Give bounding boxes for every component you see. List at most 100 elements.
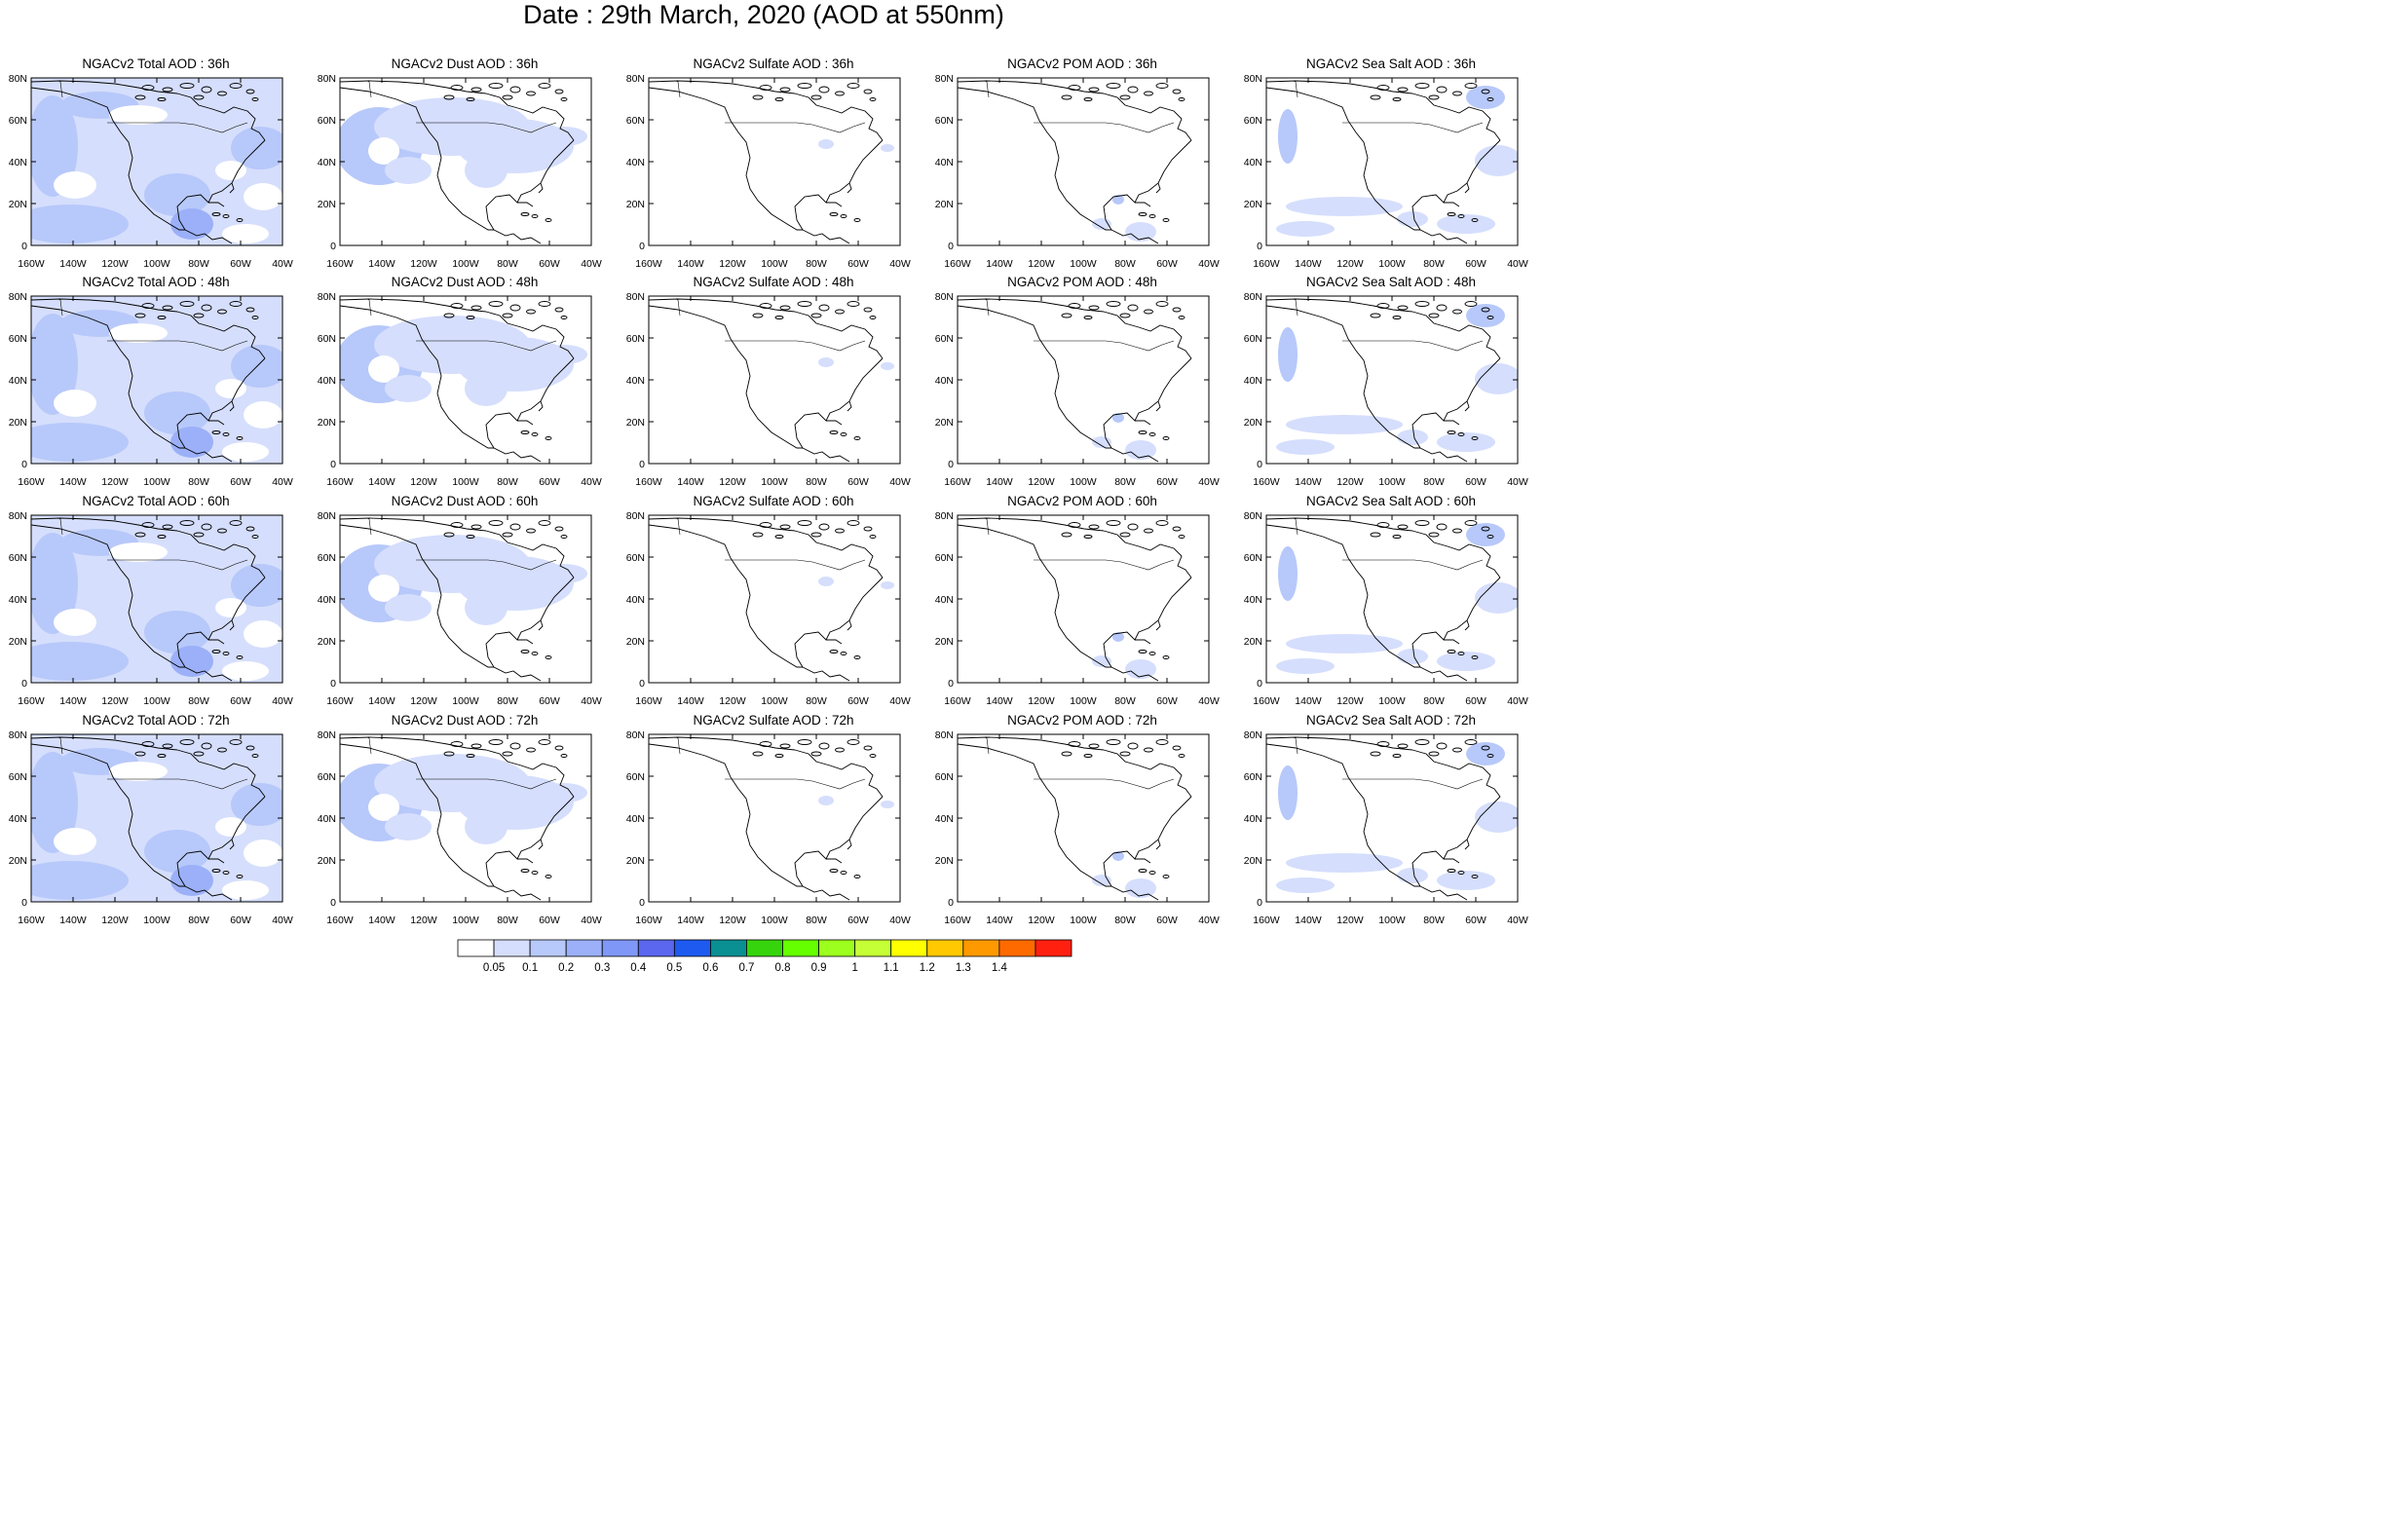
island xyxy=(157,316,167,319)
aod-area xyxy=(385,157,432,184)
island xyxy=(1083,754,1093,758)
lon-tick-label: 140W xyxy=(368,258,395,270)
lat-tick-label: 20N xyxy=(1244,855,1262,867)
political-border xyxy=(416,559,557,571)
aod-area xyxy=(31,423,129,462)
island xyxy=(1106,739,1121,745)
coastline xyxy=(958,305,1111,449)
political-border xyxy=(725,340,866,352)
coastline xyxy=(958,517,1105,532)
island xyxy=(1083,535,1093,539)
lon-tick-label: 100W xyxy=(1378,915,1406,926)
lon-tick-label: 60W xyxy=(847,695,869,707)
island xyxy=(1172,745,1182,751)
island xyxy=(450,85,464,91)
map-background xyxy=(958,734,1209,902)
aod-area xyxy=(1112,413,1124,423)
panel-title: NGACv2 Sea Salt AOD : 60h xyxy=(1305,494,1477,508)
island xyxy=(488,83,504,89)
aod-area xyxy=(881,144,894,152)
aod-area xyxy=(222,224,269,243)
map-area: 160W 140W 120W 100W 80W 60W 40W 0 20N 40N 60N 80N xyxy=(9,729,293,926)
colorbar-label: 0.7 xyxy=(738,962,754,974)
aod-area xyxy=(222,661,269,681)
aod-area xyxy=(1397,649,1428,664)
island xyxy=(193,532,205,538)
lon-tick-label: 100W xyxy=(1070,476,1097,488)
lat-tick-label: 40N xyxy=(9,375,27,387)
lon-tick-label: 60W xyxy=(847,476,869,488)
map-plot: 160W 140W 120W 100W 80W 60W 40W 0 20N 40N 60N 80N xyxy=(318,291,602,488)
aod-area xyxy=(368,355,399,383)
map-area: 160W 140W 120W 100W 80W 60W 40W 0 20N 40N 60N 80N xyxy=(935,291,1220,488)
map-plot: 160W 140W 120W 100W 80W 60W 40W 0 20N 40N 60N 80N xyxy=(1244,510,1528,707)
island xyxy=(1436,86,1448,93)
colorbar-label: 1.4 xyxy=(992,962,1008,974)
political-border xyxy=(416,340,557,352)
coastline xyxy=(1411,357,1501,449)
aod-area xyxy=(1475,582,1518,614)
lat-tick-label: 80N xyxy=(626,73,645,85)
island xyxy=(193,751,205,757)
island xyxy=(236,655,244,659)
lat-tick-label: 60N xyxy=(9,771,27,783)
aod-area xyxy=(881,801,894,808)
lon-tick-label: 100W xyxy=(1378,476,1406,488)
lon-tick-label: 120W xyxy=(410,695,437,707)
lon-tick-label: 80W xyxy=(497,695,518,707)
coastline xyxy=(1110,885,1159,901)
coastline xyxy=(1110,666,1159,682)
aod-shading xyxy=(340,754,587,844)
aod-area xyxy=(1125,878,1156,898)
lon-tick-label: 60W xyxy=(1465,258,1486,270)
island xyxy=(179,739,195,745)
lon-tick-label: 140W xyxy=(59,915,87,926)
lat-tick-label: 0 xyxy=(948,459,954,470)
political-border xyxy=(1342,559,1484,571)
lon-tick-label: 40W xyxy=(1507,695,1528,707)
aod-area xyxy=(109,762,168,781)
map-panel-pom-60h: NGACv2 POM AOD : 60h 160W 140W 120W 100W 80W 6… xyxy=(926,494,1224,708)
lat-tick-label: 60N xyxy=(318,115,336,127)
map-panel-seasalt-60h: NGACv2 Sea Salt AOD : 60h 160W 140W 120W 100… xyxy=(1235,494,1533,708)
lon-tick-label: 140W xyxy=(677,476,704,488)
island xyxy=(774,754,784,758)
lat-tick-label: 60N xyxy=(9,552,27,564)
political-border xyxy=(675,298,681,317)
island xyxy=(1376,522,1390,528)
aod-shading xyxy=(818,796,894,808)
lon-tick-label: 80W xyxy=(1114,915,1136,926)
lon-tick-label: 160W xyxy=(1253,258,1280,270)
island xyxy=(211,430,221,434)
island xyxy=(847,739,860,745)
map-plot: 160W 140W 120W 100W 80W 60W 40W 0 20N 40N 60N 80N xyxy=(935,291,1220,488)
lat-tick-label: 80N xyxy=(935,510,954,522)
island xyxy=(1376,741,1390,747)
map-area: 160W 140W 120W 100W 80W 60W 40W 0 20N 40N 60N 80N xyxy=(9,510,293,707)
aod-area xyxy=(368,137,399,165)
aod-area xyxy=(1437,652,1495,671)
island xyxy=(1428,532,1440,538)
island xyxy=(229,739,243,745)
aod-shading xyxy=(818,577,894,589)
lat-tick-label: 80N xyxy=(935,729,954,741)
lat-tick-label: 60N xyxy=(626,115,645,127)
coastline xyxy=(649,743,803,887)
island xyxy=(502,313,513,318)
coastline xyxy=(1464,619,1470,631)
map-plot: 160W 140W 120W 100W 80W 60W 40W 0 20N 40N 60N 80N xyxy=(9,291,293,488)
aod-shading xyxy=(1276,742,1518,893)
coastlines xyxy=(340,517,575,682)
lon-tick-label: 100W xyxy=(761,695,788,707)
island xyxy=(520,212,530,216)
island xyxy=(201,523,212,531)
lat-tick-label: 80N xyxy=(1244,291,1262,303)
lon-tick-label: 140W xyxy=(986,695,1013,707)
lat-tick-label: 80N xyxy=(9,291,27,303)
lat-tick-label: 40N xyxy=(318,813,336,825)
coastline xyxy=(958,298,1105,313)
aod-area xyxy=(1276,439,1335,455)
aod-area xyxy=(1475,802,1518,833)
island xyxy=(853,655,861,659)
aod-area xyxy=(1125,440,1156,460)
